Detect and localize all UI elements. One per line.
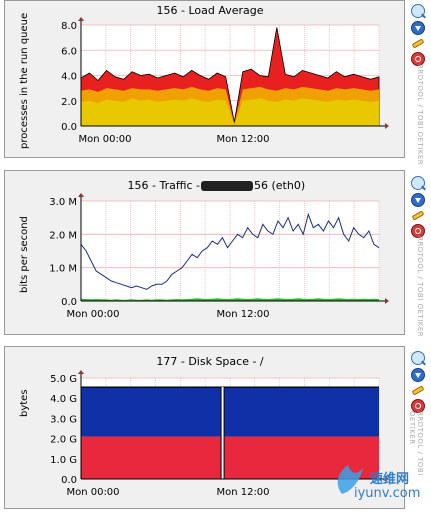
x-tick-label: Mon 00:00 xyxy=(66,309,119,320)
graph-title-suffix: 56 (eth0) xyxy=(254,179,305,192)
zoom-icon[interactable] xyxy=(411,176,425,190)
y-tick-label: 0.0 xyxy=(61,122,77,133)
x-tick-label: Mon 12:00 xyxy=(216,309,269,320)
graph-tools-load-average xyxy=(410,4,428,69)
y-tick-label: 3.0 G xyxy=(50,414,77,425)
y-tick-label: 2.0 xyxy=(61,97,77,108)
x-tick-label: Mon 12:00 xyxy=(216,134,269,145)
rrdtool-label: RRDTOOL / TOBI OETIKER xyxy=(412,236,424,337)
x-axis-arrow-icon xyxy=(385,123,389,129)
y-tick-label: 2.0 M xyxy=(49,230,77,241)
rrdtool-label: RRDTOOL / TOBI OETIKER xyxy=(412,64,424,165)
y-tick-label: 2.0 G xyxy=(50,435,77,446)
edit-icon[interactable] xyxy=(412,38,425,48)
download-icon[interactable] xyxy=(411,368,425,382)
x-tick-label: Mon 00:00 xyxy=(78,134,131,145)
y-tick-label: 4.0 G xyxy=(50,394,77,405)
y-tick-label: 0.0 xyxy=(61,297,77,308)
graph-tools-traffic xyxy=(410,176,428,241)
area-series-used xyxy=(81,387,379,436)
zoom-icon[interactable] xyxy=(411,351,425,365)
graph-tools-disk-space xyxy=(410,351,428,416)
y-axis-label: bytes xyxy=(19,389,30,417)
y-tick-label: 3.0 M xyxy=(49,197,77,208)
y-axis-arrow-icon xyxy=(78,17,84,21)
y-tick-label: 4.0 xyxy=(61,72,77,83)
y-axis-arrow-icon xyxy=(78,193,84,197)
zoom-icon[interactable] xyxy=(411,4,425,18)
load-average-graph: 156 - Load Average processes in the run … xyxy=(5,1,406,159)
x-tick-label: Mon 12:00 xyxy=(216,487,269,498)
y-axis-arrow-icon xyxy=(78,370,84,374)
watermark-text: 速维网 xyxy=(370,468,409,487)
y-tick-label: 0.0 xyxy=(61,475,77,486)
traffic-graph: 156 - Traffic - 56 (eth0) bits per secon… xyxy=(5,171,406,336)
edit-icon[interactable] xyxy=(412,210,425,220)
y-tick-label: 8.0 xyxy=(61,21,77,32)
graph-panel-traffic: 156 - Traffic - 56 (eth0) bits per secon… xyxy=(4,170,405,335)
y-axis-label: bits per second xyxy=(19,216,30,293)
y-axis-label: processes in the run queue xyxy=(19,13,30,149)
x-axis-arrow-icon xyxy=(385,298,389,304)
download-icon[interactable] xyxy=(411,21,425,35)
y-tick-label: 1.0 M xyxy=(49,264,77,275)
y-tick-label: 5.0 G xyxy=(50,374,77,385)
x-tick-label: Mon 00:00 xyxy=(66,487,119,498)
redacted-hostname xyxy=(201,181,253,191)
y-tick-label: 1.0 G xyxy=(50,455,77,466)
watermark-url: iyunv.com xyxy=(354,486,420,501)
graph-title: 177 - Disk Space - / xyxy=(156,355,264,368)
edit-icon[interactable] xyxy=(412,385,425,395)
graph-title: 156 - Load Average xyxy=(156,4,263,17)
download-icon[interactable] xyxy=(411,193,425,207)
y-tick-label: 6.0 xyxy=(61,46,77,57)
graph-panel-load-average: 156 - Load Average processes in the run … xyxy=(4,0,405,158)
graph-title-prefix: 156 - Traffic - xyxy=(128,179,201,192)
